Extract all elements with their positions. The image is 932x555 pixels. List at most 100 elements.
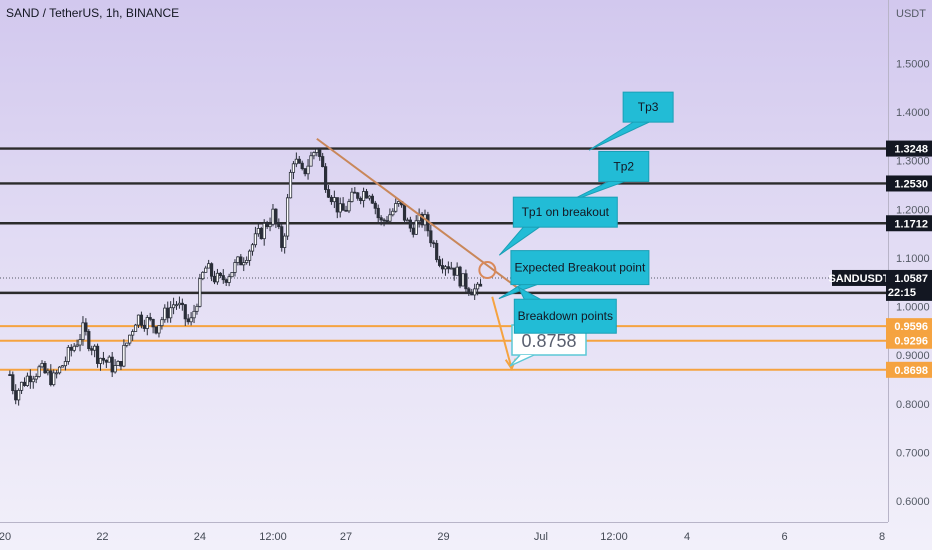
candle: [347, 201, 351, 212]
candle: [385, 220, 389, 222]
candle: [125, 342, 129, 346]
candle: [247, 250, 252, 261]
candle: [46, 370, 50, 374]
candle: [361, 191, 366, 201]
candle: [242, 262, 246, 266]
callout-box: [510, 250, 650, 286]
trendline[interactable]: [316, 137, 527, 296]
candle: [224, 279, 228, 283]
candle: [364, 191, 369, 199]
candle: [209, 263, 214, 277]
candle: [93, 345, 97, 351]
candle: [288, 171, 293, 199]
candle: [353, 191, 357, 194]
callout-annotation[interactable]: Breakdown points: [513, 286, 617, 334]
candle: [440, 265, 445, 270]
callout-tail: [588, 121, 650, 151]
candle: [98, 357, 103, 364]
candle: [350, 191, 354, 202]
candle: [139, 314, 144, 326]
callout-tail: [517, 286, 541, 300]
candle: [198, 278, 202, 307]
level-price-badge: [886, 140, 932, 157]
candle: [300, 162, 304, 170]
projection-value-label: 0.8758: [521, 331, 576, 351]
candle: [75, 344, 79, 347]
candle: [452, 267, 456, 276]
symbol-text: SANDUSDT: [828, 273, 889, 285]
candle: [323, 166, 328, 190]
candle: [40, 362, 44, 368]
candle: [256, 228, 260, 235]
candle: [420, 213, 424, 226]
candle: [22, 381, 27, 386]
candle: [87, 331, 91, 350]
candle: [19, 381, 24, 391]
level-price-text: 1.1712: [894, 218, 928, 230]
candle: [142, 324, 146, 329]
candle: [236, 256, 240, 263]
candle: [306, 165, 310, 175]
candle: [110, 356, 114, 373]
candle: [432, 242, 436, 245]
candle: [151, 318, 155, 328]
candle: [145, 317, 149, 329]
candle: [183, 304, 187, 320]
x-tick-label: 8: [879, 531, 885, 543]
candle: [57, 366, 62, 374]
candle: [443, 266, 448, 270]
projection-arrow[interactable]: [491, 296, 513, 370]
countdown-text: 22:15: [888, 287, 916, 299]
candle: [84, 322, 88, 332]
candle: [335, 197, 339, 213]
candle: [312, 152, 316, 157]
candle: [250, 244, 255, 252]
callout-text: Tp2: [613, 159, 634, 173]
candle: [473, 288, 477, 296]
level-price-text: 0.9596: [894, 321, 928, 333]
candle: [119, 361, 123, 367]
candle: [356, 192, 360, 199]
level-price-label: 0.9596: [886, 318, 932, 335]
candle: [367, 195, 372, 199]
level-price-badge: [886, 332, 932, 349]
candle: [470, 292, 474, 296]
callout-annotation[interactable]: Tp1 on breakout: [498, 196, 618, 256]
current-price-badge: [886, 269, 932, 300]
candle: [207, 263, 211, 269]
candle: [113, 365, 117, 373]
candle: [297, 158, 301, 164]
candle: [63, 361, 68, 367]
callout-box: [512, 196, 618, 228]
candle: [163, 307, 167, 321]
callout-annotation[interactable]: Expected Breakout point: [498, 250, 650, 300]
candle: [204, 267, 208, 273]
x-tick-label: 12:00: [600, 531, 628, 543]
callout-annotation[interactable]: Tp3: [588, 91, 674, 151]
callout-box: [513, 298, 617, 334]
candle: [271, 208, 275, 225]
candle: [283, 235, 287, 248]
callout-annotation[interactable]: Tp2: [564, 150, 650, 204]
candle: [321, 156, 325, 168]
candle: [449, 267, 453, 270]
candle: [180, 302, 184, 306]
candle: [464, 273, 468, 290]
projection-value-pointer: [509, 354, 535, 367]
candle: [169, 307, 173, 319]
candle: [408, 219, 412, 229]
candle: [458, 266, 462, 287]
breakout-circle-marker[interactable]: [478, 261, 497, 280]
candle: [414, 220, 418, 235]
candle: [104, 359, 108, 363]
level-price-label: 0.9296: [886, 332, 932, 349]
x-tick-label: 27: [340, 531, 352, 543]
candle: [341, 203, 345, 211]
candle: [376, 207, 380, 219]
candle: [174, 304, 179, 307]
candle: [402, 204, 407, 221]
candle: [101, 357, 106, 361]
candle: [37, 366, 41, 377]
